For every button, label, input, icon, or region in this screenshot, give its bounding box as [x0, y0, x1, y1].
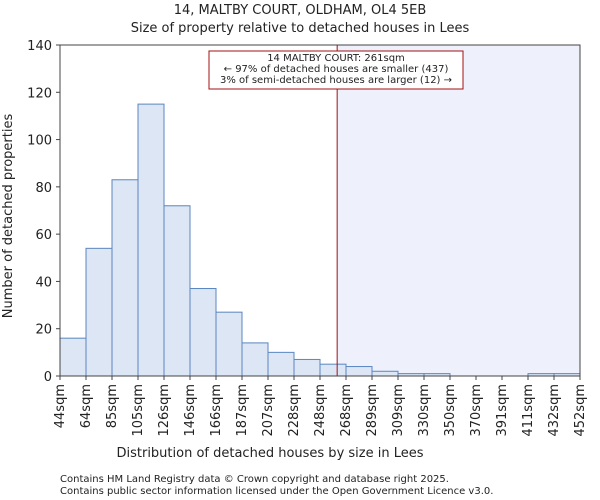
larger-properties-shade: [337, 45, 580, 376]
bar-228sqm: [293, 358, 321, 377]
bar-248sqm: [319, 363, 347, 377]
chart-subtitle: Size of property relative to detached ho…: [131, 21, 470, 36]
x-axis: 44sqm 64sqm 85sqm 105sqm 126sqm 146sqm 166sqm 1…: [53, 376, 588, 437]
x-tick-label: 44sqm: [53, 384, 68, 428]
x-tick-label: 330sqm: [417, 384, 432, 437]
x-tick-label: 309sqm: [391, 384, 406, 437]
y-axis-label: Number of detached properties: [1, 114, 16, 319]
y-tick-label: 20: [35, 323, 52, 338]
bar-85sqm: [111, 179, 139, 377]
x-tick-label: 391sqm: [495, 384, 510, 437]
annotation-line-1: 14 MALTBY COURT: 261sqm: [267, 53, 405, 64]
x-tick-label: 146sqm: [183, 384, 198, 437]
x-tick-label: 289sqm: [365, 384, 380, 437]
bars-group: [59, 103, 581, 377]
x-tick-label: 187sqm: [235, 384, 250, 437]
x-axis-label: Distribution of detached houses by size …: [116, 446, 423, 461]
x-tick-label: 64sqm: [79, 384, 94, 428]
footer-licence: Contains public sector information licen…: [60, 486, 493, 497]
y-axis: 0 20 40 60 80 100 120 140: [27, 39, 60, 385]
y-tick-label: 0: [44, 370, 52, 385]
x-tick-label: 411sqm: [521, 384, 536, 437]
chart-title: 14, MALTBY COURT, OLDHAM, OL4 5EB: [174, 3, 427, 18]
x-tick-label: 105sqm: [131, 384, 146, 437]
annotation-line-3: 3% of semi-detached houses are larger (1…: [220, 75, 452, 86]
y-tick-label: 140: [27, 39, 52, 54]
y-tick-label: 120: [27, 86, 52, 101]
y-tick-label: 100: [27, 134, 52, 149]
x-tick-label: 268sqm: [339, 384, 354, 437]
bar-268sqm: [345, 366, 373, 377]
x-tick-label: 85sqm: [105, 384, 120, 428]
annotation-line-2: ← 97% of detached houses are smaller (43…: [224, 64, 449, 75]
x-tick-label: 248sqm: [313, 384, 328, 437]
x-tick-label: 166sqm: [209, 384, 224, 437]
annotation-box: 14 MALTBY COURT: 261sqm ← 97% of detache…: [208, 50, 464, 90]
bar-146sqm: [189, 288, 217, 377]
footer-copyright: Contains HM Land Registry data © Crown c…: [60, 474, 449, 485]
annotation-box-frame: [208, 50, 464, 90]
x-tick-label: 126sqm: [157, 384, 172, 437]
x-tick-label: 207sqm: [261, 384, 276, 437]
bar-64sqm: [85, 247, 113, 377]
x-tick-label: 370sqm: [469, 384, 484, 437]
bar-105sqm: [137, 103, 165, 377]
y-tick-label: 60: [35, 228, 52, 243]
bar-126sqm: [163, 205, 191, 377]
x-tick-label: 228sqm: [287, 384, 302, 437]
x-tick-label: 350sqm: [443, 384, 458, 437]
y-tick-label: 80: [35, 181, 52, 196]
x-tick-label: 452sqm: [573, 384, 588, 437]
bar-187sqm: [241, 342, 269, 377]
bar-207sqm: [267, 351, 295, 377]
bar-289sqm: [371, 370, 399, 377]
bar-44sqm: [59, 337, 87, 377]
y-tick-label: 40: [35, 275, 52, 290]
x-tick-label: 432sqm: [547, 384, 562, 437]
bar-166sqm: [215, 311, 243, 377]
